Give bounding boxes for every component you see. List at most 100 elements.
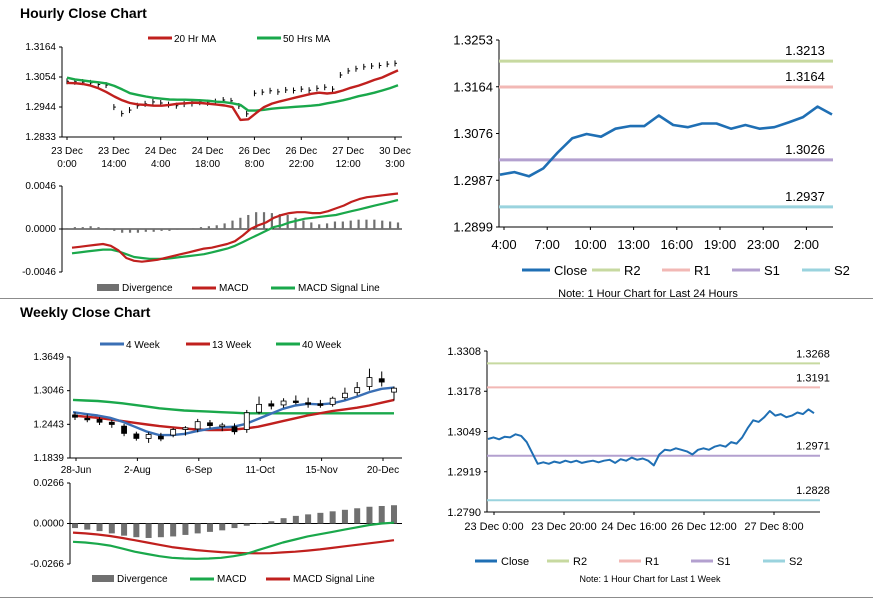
hourly-y-tick-label: 1.2944 (25, 102, 56, 113)
weekly-pivot-x-tick-label: 26 Dec 12:00 (671, 521, 736, 533)
weekly-candle-body (280, 400, 287, 406)
weekly-divergence-bar (96, 523, 103, 532)
weekly-y-tick-label: 1.1839 (33, 453, 64, 464)
legend-swatch-divergence (97, 284, 119, 291)
legend-swatch-weekly-divergence (92, 575, 114, 582)
weekly-divergence-bar (341, 509, 348, 524)
hourly-macd-y-tick-label: -0.0046 (22, 267, 56, 278)
weekly-section-title: Weekly Close Chart (20, 304, 151, 320)
weekly-pivot-y-tick-label: 1.2919 (447, 467, 481, 479)
weekly-divergence-bar (108, 523, 115, 534)
weekly-divergence-bar (305, 514, 312, 524)
weekly-candle-body (317, 403, 324, 406)
weekly-divergence-bar (256, 523, 263, 524)
weekly-divergence-bar (231, 523, 238, 529)
weekly-pivot-x-tick-label: 23 Dec 0:00 (464, 521, 523, 533)
weekly-divergence-bar (280, 518, 287, 524)
legend-label-macd: MACD (219, 283, 248, 294)
hourly-y-tick-label: 1.2833 (25, 132, 56, 143)
weekly-divergence-bar (194, 523, 201, 534)
weekly-pivot-x-tick-label: 27 Dec 8:00 (744, 521, 803, 533)
hourly-pivot-x-tick-label: 16:00 (661, 237, 694, 252)
weekly-divergence-bar (121, 523, 128, 536)
hourly-y-tick-label: 1.3164 (25, 42, 56, 53)
hourly-pivot-x-tick-label: 13:00 (617, 237, 650, 252)
hourly-x-tick-label: 0:00 (57, 159, 77, 170)
section-divider (0, 298, 873, 299)
weekly-candle-body (243, 412, 250, 430)
weekly-candle-body (256, 403, 262, 413)
weekly-divergence-bar (219, 523, 226, 531)
legend-label-4-week: 4 Week (126, 340, 161, 351)
legend-label-divergence: Divergence (122, 283, 173, 294)
weekly-divergence-bar (243, 523, 250, 526)
hourly-pivot-legend-label-s1: S1 (764, 263, 780, 278)
weekly-pivot-level-label-r1: 1.3191 (796, 372, 830, 384)
weekly-x-tick-label: 15-Nov (305, 465, 337, 476)
legend-label-macd-signal: MACD Signal Line (298, 283, 380, 294)
weekly-divergence-bar (182, 523, 189, 535)
weekly-x-tick-label: 11-Oct (246, 465, 275, 476)
weekly-pivot-legend-label-s2: S2 (789, 556, 802, 568)
weekly-pivot-legend-label-close: Close (501, 556, 529, 568)
hourly-pivot-y-tick-label: 1.3253 (453, 33, 493, 48)
legend-label-weekly-macd: MACD (217, 574, 246, 585)
weekly-candle-body (96, 419, 103, 423)
weekly-candle-body (391, 387, 397, 393)
hourly-pivot-y-tick-label: 1.3164 (453, 79, 493, 94)
hourly-pivot-level-label-r2: 1.3213 (785, 43, 825, 58)
weekly-y-tick-label: 1.3046 (33, 386, 64, 397)
hourly-pivot-x-tick-label: 4:00 (491, 237, 516, 252)
hourly-20hr-ma-line (66, 69, 399, 122)
weekly-pivot-y-tick-label: 1.3308 (447, 346, 481, 358)
weekly-candle-body (145, 434, 152, 439)
hourly-x-tick-label: 8:00 (245, 159, 265, 170)
hourly-pivot-legend-label-close: Close (554, 263, 587, 278)
weekly-macd-signal-line (72, 531, 395, 555)
weekly-pivot-legend-label-s1: S1 (717, 556, 730, 568)
weekly-divergence-bar (354, 508, 361, 524)
weekly-divergence-bar (317, 512, 324, 524)
weekly-candle-body (108, 421, 115, 425)
hourly-y-tick-label: 1.3054 (25, 72, 56, 83)
weekly-divergence-bar (145, 523, 152, 538)
weekly-divergence-bar (366, 506, 373, 524)
legend-label-weekly-macd-signal: MACD Signal Line (293, 574, 375, 585)
bottom-divider (0, 597, 873, 598)
weekly-pivot-level-label-s1: 1.2971 (796, 441, 830, 453)
weekly-pivot-close-line (487, 408, 815, 467)
weekly-pivot-y-tick-label: 1.3178 (447, 386, 481, 398)
hourly-x-tick-label: 18:00 (195, 159, 220, 170)
weekly-pivot-legend-label-r2: R2 (573, 556, 587, 568)
hourly-x-tick-label: 14:00 (101, 159, 126, 170)
hourly-x-tick-label: 30 Dec (379, 146, 411, 157)
hourly-x-tick-label: 3:00 (385, 159, 405, 170)
weekly-candle-body (342, 392, 348, 399)
hourly-x-tick-label: 23 Dec (51, 146, 83, 157)
weekly-macd-line (72, 521, 395, 560)
weekly-divergence-bar (157, 523, 164, 538)
hourly-pivot-close-line (499, 105, 833, 178)
weekly-candle-body (378, 378, 385, 383)
weekly-pivot-x-tick-label: 23 Dec 20:00 (531, 521, 596, 533)
weekly-candle-body (72, 414, 78, 418)
hourly-pivot-y-tick-label: 1.2899 (453, 220, 493, 235)
weekly-candle-body (194, 421, 201, 430)
hourly-macd-line (71, 192, 399, 263)
hourly-macd-y-tick-label: 0.0000 (25, 224, 56, 235)
weekly-candle-body (219, 424, 226, 427)
weekly-divergence-bar (72, 523, 78, 529)
hourly-x-tick-label: 24 Dec (145, 146, 177, 157)
hourly-pivot-level-label-s2: 1.2937 (785, 189, 825, 204)
hourly-pivot-legend-label-r2: R2 (624, 263, 641, 278)
weekly-pivot-level-label-s2: 1.2828 (796, 485, 830, 497)
hourly-x-tick-label: 26 Dec (239, 146, 271, 157)
weekly-candle-body (366, 377, 373, 387)
weekly-candle-body (305, 402, 312, 405)
weekly-candle-body (121, 425, 127, 434)
weekly-candle-body (182, 427, 189, 430)
weekly-macd-y-tick-label: 0.0000 (33, 519, 64, 530)
hourly-pivot-x-tick-label: 2:00 (794, 237, 819, 252)
weekly-divergence-bar (170, 523, 177, 537)
hourly-x-tick-label: 4:00 (151, 159, 171, 170)
